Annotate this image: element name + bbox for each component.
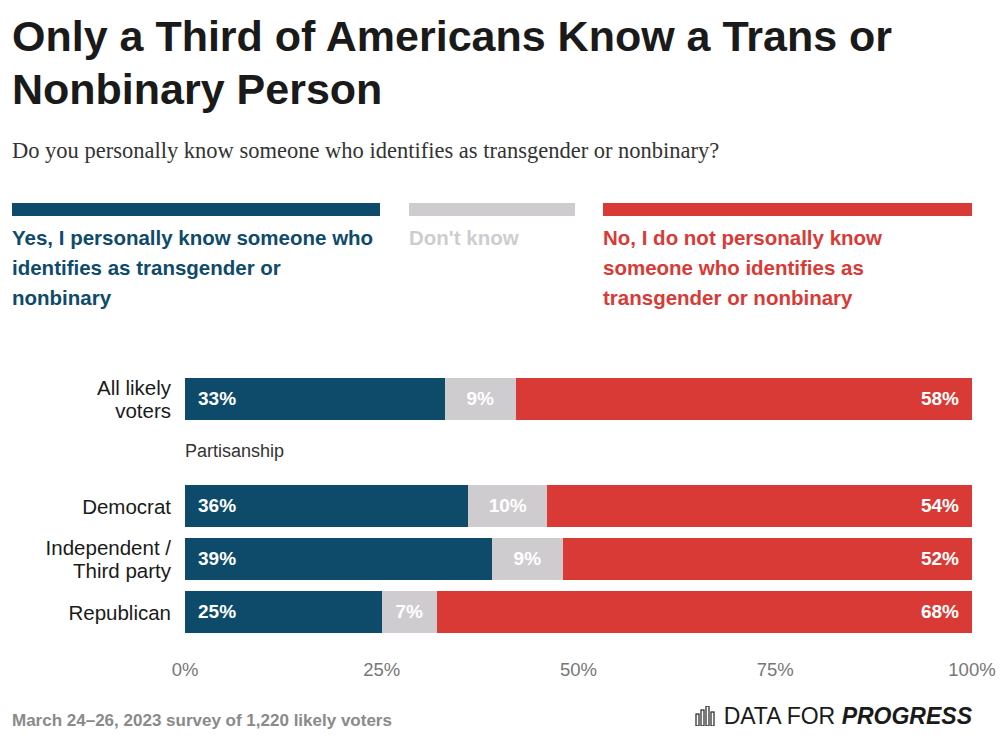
- subtitle: Do you personally know someone who ident…: [12, 138, 992, 164]
- title: Only a Third of Americans Know a Trans o…: [12, 10, 972, 116]
- x-tick-label: 100%: [932, 659, 1000, 681]
- bar-segment: [437, 591, 972, 633]
- legend-swatch: [409, 203, 575, 216]
- x-tick-label: 50%: [539, 659, 619, 681]
- data-label: 25%: [198, 600, 236, 624]
- group-label: Partisanship: [185, 441, 284, 462]
- data-label: 39%: [198, 547, 236, 571]
- category-label: Republican: [36, 601, 171, 624]
- data-label: 58%: [899, 387, 959, 411]
- x-tick-label: 75%: [735, 659, 815, 681]
- legend-label: No, I do not personally know someone who…: [603, 223, 972, 313]
- logo-icon: [695, 706, 715, 726]
- legend-swatch: [603, 203, 972, 216]
- legend-label: Yes, I personally know someone who ident…: [12, 223, 380, 313]
- data-label: 54%: [899, 494, 959, 518]
- data-label: 68%: [899, 600, 959, 624]
- x-tick-label: 0%: [145, 659, 225, 681]
- logo: DATA FOR PROGRESS: [722, 703, 972, 730]
- logo-text: PROGRESS: [842, 703, 972, 729]
- logo-text: DATA FOR: [724, 703, 836, 729]
- bar-segment: [563, 538, 972, 580]
- data-label: 33%: [198, 387, 236, 411]
- data-label: 9%: [445, 387, 516, 411]
- data-label: 10%: [468, 494, 547, 518]
- bar-segment: [516, 378, 972, 420]
- category-label: All likely voters: [36, 376, 171, 422]
- data-label: 52%: [899, 547, 959, 571]
- category-label: Democrat: [36, 495, 171, 518]
- bar-segment: [547, 485, 972, 527]
- source-note: March 24–26, 2023 survey of 1,220 likely…: [12, 711, 392, 731]
- chart-root: Only a Third of Americans Know a Trans o…: [0, 0, 1000, 740]
- category-label: Independent / Third party: [36, 536, 171, 582]
- legend-swatch: [12, 203, 380, 216]
- legend-label: Don't know: [409, 223, 575, 253]
- data-label: 9%: [492, 547, 563, 571]
- x-tick-label: 25%: [342, 659, 422, 681]
- data-label: 7%: [382, 600, 437, 624]
- data-label: 36%: [198, 494, 236, 518]
